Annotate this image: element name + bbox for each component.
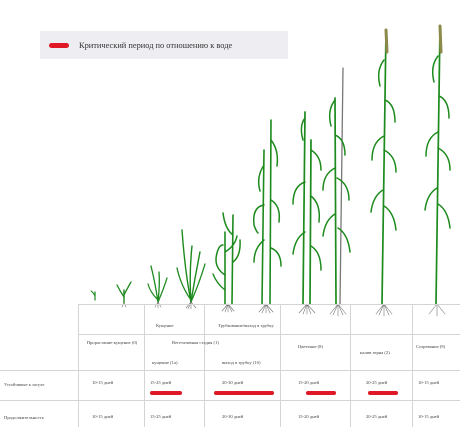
- row1-label: Устойчивые к засухе: [4, 382, 45, 387]
- plant-stage-1-seedling: [90, 290, 96, 301]
- stage-stem-extension-label: Трубкование/выход в трубку: [218, 323, 274, 328]
- plant-stage-7-heading: [292, 111, 322, 315]
- stage-tillering-label: Кущение: [156, 323, 174, 328]
- duration-6: 10-15 дней: [418, 380, 440, 385]
- phase-vegetative-label: Вегетативная стадия (1): [172, 340, 219, 345]
- duration-3: 20-30 дней: [222, 380, 244, 385]
- phase-flowering-label: Цветение (8): [298, 344, 324, 349]
- duration-5: 20-25 дней: [366, 380, 388, 385]
- critical-bar-2: [214, 391, 274, 395]
- phase-booting-sub-label: выход в трубку (1б): [222, 360, 261, 365]
- critical-bar-3: [306, 391, 336, 395]
- row2-duration-1: 10-15 дней: [92, 414, 114, 419]
- plant-stage-9-grain-fill: [370, 28, 397, 317]
- plant-stage-3-tillering: [147, 265, 168, 309]
- critical-bar-1: [150, 391, 182, 395]
- table-rule-top: [78, 304, 460, 305]
- plant-stage-10-ripening: [424, 24, 451, 317]
- row2-duration-4: 15-20 дней: [298, 414, 320, 419]
- duration-2: 15-25 дней: [150, 380, 172, 385]
- legend: Критический период по отношению к воде: [40, 31, 288, 59]
- plant-stage-2-seedling: [116, 281, 132, 308]
- row2-duration-5: 20-25 дней: [366, 414, 388, 419]
- table-col-6: [412, 304, 413, 427]
- table-col-4: [280, 304, 281, 427]
- phase-ripening-label: Созревание (9): [416, 344, 446, 349]
- table-rule-3: [0, 370, 460, 371]
- critical-bar-4: [368, 391, 398, 395]
- duration-1: 10-15 дней: [92, 380, 114, 385]
- row2-duration-2: 15-25 дней: [150, 414, 172, 419]
- critical-period-swatch: [49, 42, 69, 48]
- legend-label: Критический период по отношению к воде: [79, 40, 233, 50]
- phase-grain-fill-label: налив зерна (2): [360, 350, 390, 355]
- phase-tillering-sub-label: кущение (1а): [152, 360, 178, 365]
- plant-stage-4-tillering: [176, 229, 206, 310]
- table-col-3: [204, 304, 205, 427]
- phase-germination-label: Прорастание-кущение (0): [86, 340, 138, 345]
- table-col-2: [144, 304, 145, 427]
- plant-stage-5-stem-extension: [212, 212, 241, 313]
- table-rule-4: [0, 400, 460, 401]
- plant-stage-6-booting: [252, 119, 282, 314]
- table-rule-2: [78, 334, 460, 335]
- row2-duration-3: 20-30 дней: [222, 414, 244, 419]
- table-col-5: [350, 304, 351, 427]
- row2-duration-6: 10-15 дней: [418, 414, 440, 419]
- plant-stage-8-flowering: [322, 67, 351, 317]
- duration-4: 15-20 дней: [298, 380, 320, 385]
- row2-label: Продолжительность: [4, 415, 44, 420]
- table-col-1: [78, 304, 79, 427]
